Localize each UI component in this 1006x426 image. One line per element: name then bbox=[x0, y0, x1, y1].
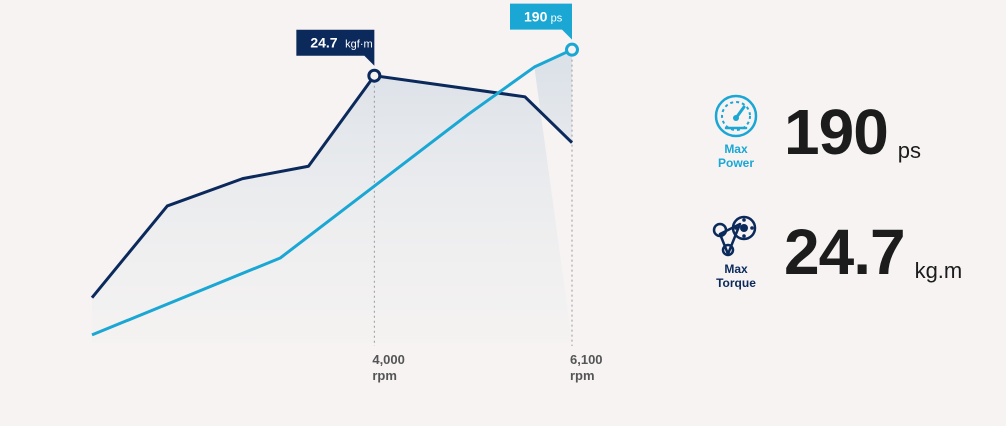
power-label-unit: ps bbox=[551, 13, 563, 25]
torque-label-line1: Max bbox=[724, 262, 748, 276]
speedometer-icon bbox=[714, 94, 758, 138]
engine-belt-icon bbox=[712, 215, 757, 257]
series-lines bbox=[90, 48, 574, 337]
tick-unit-4000: rpm bbox=[372, 368, 397, 383]
torque-label-box bbox=[296, 29, 375, 66]
torque-label-unit: kgf·m bbox=[345, 39, 373, 51]
power-label-box bbox=[510, 3, 572, 40]
max-torque-spec: Max Torque 24.7 kg.m bbox=[700, 214, 962, 290]
shaded-area bbox=[92, 49, 572, 343]
peak-annotations: 24.7 kgf·m 190 ps bbox=[296, 3, 572, 66]
power-label-line1: Max bbox=[724, 142, 748, 156]
torque-label-line2: Torque bbox=[716, 276, 756, 290]
tick-label-4000: 4,000 bbox=[372, 352, 405, 367]
peak-markers bbox=[367, 42, 579, 83]
power-label-line2: Power bbox=[717, 156, 754, 170]
max-torque-unit: kg.m bbox=[914, 258, 963, 283]
power-peak-label: 190 ps bbox=[510, 3, 572, 40]
tick-unit-6100: rpm bbox=[570, 368, 595, 383]
rpm-guide-lines bbox=[373, 49, 573, 346]
torque-label-value: 24.7 bbox=[310, 35, 337, 51]
max-torque-value: 24.7 bbox=[784, 216, 906, 288]
power-peak-marker bbox=[565, 42, 579, 57]
max-power-unit: ps bbox=[897, 138, 922, 163]
power-label-value: 190 bbox=[524, 9, 548, 25]
torque-line bbox=[90, 74, 574, 299]
torque-peak-marker bbox=[367, 68, 382, 83]
torque-power-area bbox=[92, 49, 572, 343]
max-power-spec: Max Power 190 ps bbox=[700, 94, 921, 170]
torque-peak-label: 24.7 kgf·m bbox=[296, 29, 375, 66]
max-power-value: 190 bbox=[784, 96, 889, 168]
power-line bbox=[91, 48, 573, 337]
tick-label-6100: 6,100 bbox=[570, 352, 603, 367]
